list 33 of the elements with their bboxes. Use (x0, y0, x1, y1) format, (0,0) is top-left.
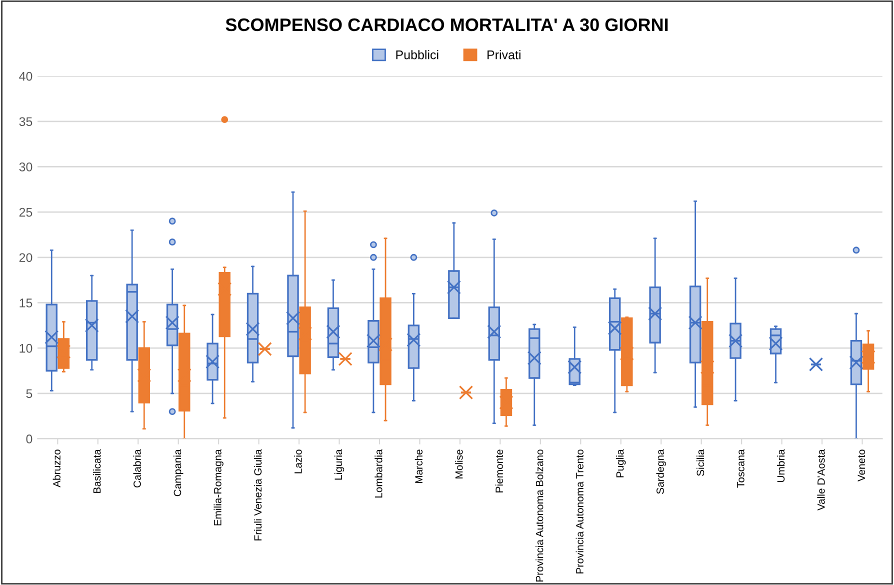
x-tick-label: Abruzzo (52, 450, 60, 488)
x-tick-label: Marche (414, 450, 423, 484)
y-tick-label: 40 (19, 72, 32, 81)
x-tick-label: Sardegna (656, 449, 666, 494)
y-tick-label: 5 (26, 389, 32, 398)
x-tick-label: Emilia-Romagna (214, 449, 224, 526)
x-tick-label: Provincia Autonoma Bolzano (536, 450, 544, 582)
x-tick-label: Basilicata (93, 449, 101, 493)
x-tick-label: Friuli Venezia Giulia (254, 449, 262, 540)
x-tick-label: Umbria (776, 449, 785, 482)
x-tick-label: Provincia Autonoma Trento (576, 450, 584, 574)
legend-label: Privati (488, 50, 520, 60)
y-tick-label: 35 (19, 117, 32, 126)
y-tick-label: 30 (19, 162, 32, 172)
y-tick-label: 0 (26, 434, 32, 444)
x-tick-label: Lombardia (374, 449, 382, 498)
x-tick-label: Campania (174, 449, 184, 496)
y-tick-label: 10 (20, 344, 32, 353)
x-tick-label: Calabria (133, 449, 141, 488)
x-tick-label: Molise (455, 450, 463, 478)
x-tick-label: Piemonte (495, 450, 503, 492)
legend-label: Pubblici (396, 50, 438, 60)
x-tick-label: Valle D'Aosta (817, 449, 825, 511)
y-tick-label: 15 (20, 298, 32, 308)
x-tick-label: Liguria (334, 449, 344, 480)
y-tick-label: 20 (19, 253, 32, 262)
chart-title: SCOMPENSO CARDIACO MORTALITA' A 30 GIORNI (226, 18, 668, 32)
y-tick-label: 25 (19, 208, 32, 217)
x-tick-label: Veneto (858, 450, 866, 482)
x-tick-label: Sicilia (696, 449, 704, 476)
x-tick-label: Toscana (737, 449, 744, 488)
x-tick-label: Lazio (294, 450, 302, 474)
x-tick-label: Puglia (616, 449, 626, 478)
